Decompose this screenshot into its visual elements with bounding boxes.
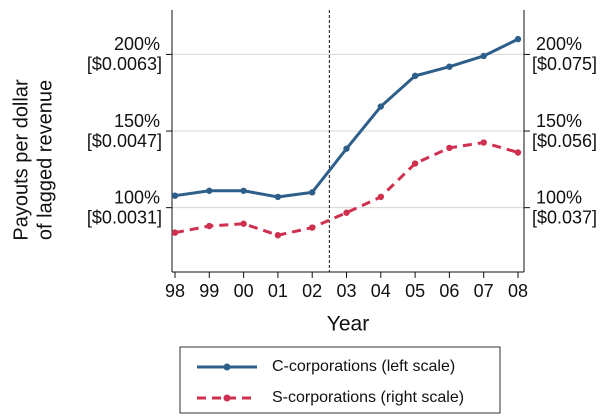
y-tick-label: 150% — [114, 111, 160, 131]
data-point — [309, 189, 316, 196]
y-axis-label: of lagged revenue — [34, 80, 56, 240]
y2-tick-label: 100% — [536, 187, 582, 207]
data-point — [446, 63, 453, 70]
data-point — [274, 193, 282, 201]
x-tick-label: 01 — [268, 281, 288, 301]
data-point — [377, 103, 384, 110]
x-tick-label: 05 — [405, 281, 425, 301]
x-tick-label: 07 — [474, 281, 494, 301]
x-tick-label: 02 — [302, 281, 322, 301]
y-tick-sublabel: [$0.0063] — [87, 54, 162, 74]
y-tick-label: 200% — [114, 34, 160, 54]
data-point — [343, 209, 350, 216]
y2-tick-label: 200% — [536, 34, 582, 54]
y-axis-label: Payouts per dollar — [10, 79, 32, 241]
data-point — [206, 187, 213, 194]
x-tick-label: 98 — [165, 281, 185, 301]
data-point — [343, 145, 350, 152]
x-tick-label: 99 — [199, 281, 219, 301]
data-point — [446, 144, 453, 152]
data-point — [480, 139, 487, 146]
y2-tick-sublabel: [$0.037] — [532, 207, 597, 227]
y2-tick-sublabel: [$0.075] — [532, 54, 597, 74]
data-point — [377, 193, 384, 201]
y-tick-label: 100% — [114, 187, 160, 207]
series-line — [174, 37, 519, 199]
legend-box — [179, 346, 501, 414]
x-tick-label: 00 — [234, 281, 254, 301]
data-point — [240, 220, 247, 227]
x-tick-label: 06 — [439, 281, 459, 301]
series-line — [174, 140, 519, 237]
legend-label: S-corporations (right scale) — [272, 389, 464, 406]
y2-tick-label: 150% — [536, 111, 582, 131]
x-axis-label: Year — [327, 313, 369, 336]
x-tick-label: 08 — [508, 281, 528, 301]
data-point — [240, 187, 247, 194]
y-tick-sublabel: [$0.0031] — [87, 207, 162, 227]
data-point — [514, 149, 522, 156]
y-tick-sublabel: [$0.0047] — [87, 131, 162, 151]
x-tick-label: 03 — [336, 281, 356, 301]
x-tick-label: 04 — [371, 281, 391, 301]
data-point — [309, 224, 316, 231]
legend-marker — [223, 394, 231, 402]
data-point — [514, 35, 522, 43]
legend-label: C-corporations (left scale) — [272, 358, 455, 375]
y2-tick-sublabel: [$0.056] — [532, 131, 597, 151]
data-point — [480, 52, 487, 60]
data-point — [171, 229, 179, 236]
legend-marker — [223, 363, 231, 371]
data-point — [274, 232, 282, 239]
data-point — [411, 160, 419, 167]
data-point — [206, 222, 213, 230]
data-point — [171, 192, 179, 199]
data-point — [411, 72, 419, 80]
